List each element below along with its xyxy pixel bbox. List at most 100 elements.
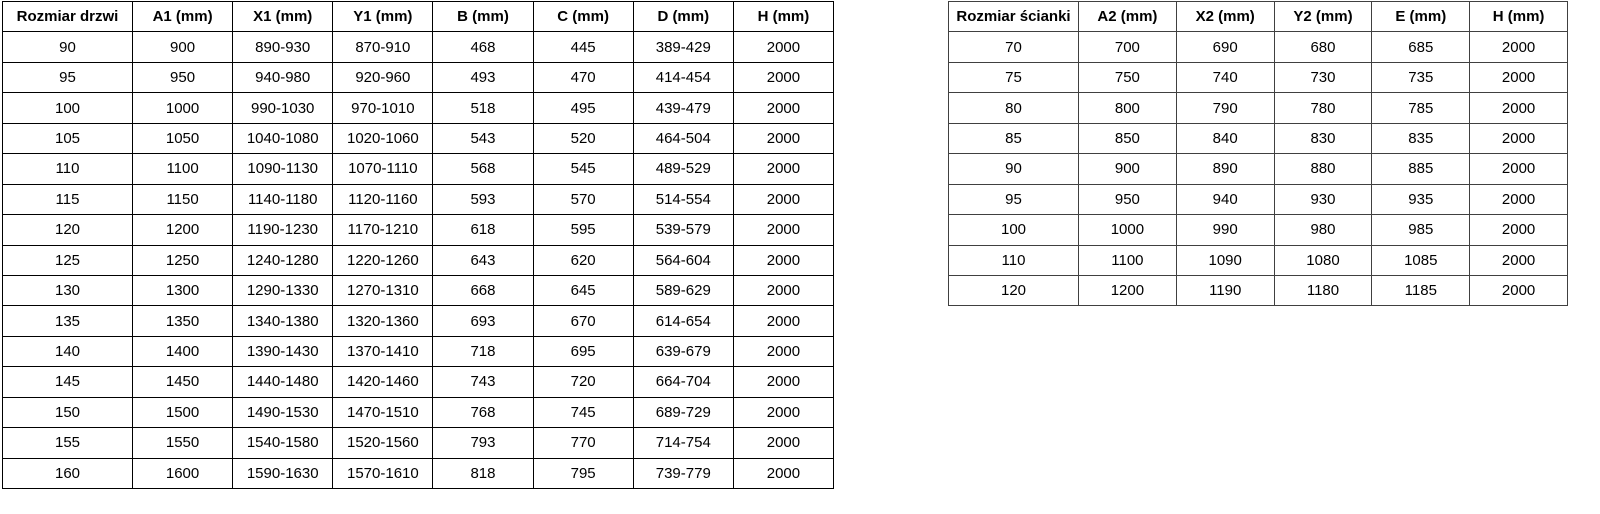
table-cell: 790 [1175, 92, 1275, 124]
table-cell: 850 [1078, 122, 1177, 155]
table-row: 110 1100 1090-1130 1070-1110 568 545 489-529 20… [2, 153, 835, 185]
table-cell: 1040-1080 [232, 122, 334, 155]
table-cell: 1420-1460 [332, 366, 434, 398]
table-cell: 950 [1078, 183, 1177, 216]
table-cell: 693 [432, 305, 534, 337]
table-cell: 100 [948, 214, 1079, 246]
table-cell: 900 [1078, 153, 1177, 185]
table-cell: 570 [532, 183, 634, 216]
table-cell: 885 [1371, 153, 1471, 185]
table-cell: 135 [2, 305, 133, 337]
table-cell: 1550 [131, 427, 234, 459]
table-cell: 155 [2, 427, 133, 459]
table-cell: 720 [532, 366, 634, 398]
table-cell: 1140-1180 [232, 183, 334, 216]
table-cell: 700 [1078, 31, 1177, 63]
table-cell: 830 [1273, 122, 1373, 155]
table-cell: 1020-1060 [332, 122, 434, 155]
table-row: 100 1000 990 980 985 2000 [948, 214, 1568, 246]
table-cell: 1300 [131, 274, 234, 307]
table-cell: 593 [432, 183, 534, 216]
table-row: 135 1350 1340-1380 1320-1360 693 670 614-654 20… [2, 305, 835, 337]
table-cell: 1340-1380 [232, 305, 334, 337]
table-cell: 1540-1580 [232, 427, 334, 459]
table-cell: 140 [2, 335, 133, 368]
table-cell: 2000 [1469, 244, 1568, 276]
table-cell: 935 [1371, 183, 1471, 216]
table-cell: 670 [532, 305, 634, 337]
table-row: 140 1400 1390-1430 1370-1410 718 695 639-679 20… [2, 335, 835, 368]
table-cell: 545 [532, 153, 634, 185]
table-cell: 743 [432, 366, 534, 398]
table-cell: 489-529 [632, 153, 734, 185]
table-cell: 70 [948, 31, 1079, 63]
table-cell: 514-554 [632, 183, 734, 216]
table-cell: 970-1010 [332, 92, 434, 124]
table-cell: 950 [131, 61, 234, 94]
table-cell: 1400 [131, 335, 234, 368]
table-cell: 745 [532, 396, 634, 429]
table-cell: 2000 [732, 274, 835, 307]
table-cell: 1185 [1371, 274, 1471, 307]
wall-panel-dimensions-table: Rozmiar ścianki A2 (mm) X2 (mm) Y2 (mm) E (m… [948, 0, 1568, 307]
table-cell: 818 [432, 457, 534, 490]
column-header: X1 (mm) [232, 0, 334, 33]
table-cell: 1440-1480 [232, 366, 334, 398]
table-cell: 2000 [732, 396, 835, 429]
table-cell: 125 [2, 244, 133, 276]
table-cell: 100 [2, 92, 133, 124]
table-cell: 2000 [732, 61, 835, 94]
table-cell: 120 [948, 274, 1079, 307]
table-cell: 770 [532, 427, 634, 459]
table-cell: 1390-1430 [232, 335, 334, 368]
table-cell: 439-479 [632, 92, 734, 124]
table-row: 125 1250 1240-1280 1220-1260 643 620 564-604 20… [2, 244, 835, 276]
table-cell: 940 [1175, 183, 1275, 216]
table-cell: 470 [532, 61, 634, 94]
door-dimensions-table: Rozmiar drzwi A1 (mm) X1 (mm) Y1 (mm) B (mm)… [2, 0, 835, 490]
table-cell: 695 [532, 335, 634, 368]
table-cell: 768 [432, 396, 534, 429]
table-cell: 680 [1273, 31, 1373, 63]
table-cell: 595 [532, 214, 634, 246]
table-cell: 1100 [1078, 244, 1177, 276]
table-cell: 1350 [131, 305, 234, 337]
table-cell: 1180 [1273, 274, 1373, 307]
table-cell: 90 [2, 31, 133, 63]
table-cell: 689-729 [632, 396, 734, 429]
table-cell: 1240-1280 [232, 244, 334, 276]
table-cell: 1220-1260 [332, 244, 434, 276]
table-cell: 2000 [1469, 153, 1568, 185]
table-cell: 1080 [1273, 244, 1373, 276]
column-header: Rozmiar drzwi [2, 0, 133, 33]
table-cell: 95 [948, 183, 1079, 216]
table-row: 95 950 940 930 935 2000 [948, 183, 1568, 216]
table-cell: 739-779 [632, 457, 734, 490]
column-header: Rozmiar ścianki [948, 0, 1079, 33]
table-cell: 714-754 [632, 427, 734, 459]
table-cell: 2000 [732, 244, 835, 276]
table-cell: 95 [2, 61, 133, 94]
table-cell: 785 [1371, 92, 1471, 124]
table-row: 90 900 890 880 885 2000 [948, 153, 1568, 185]
table-cell: 539-579 [632, 214, 734, 246]
table-cell: 1270-1310 [332, 274, 434, 307]
table-cell: 750 [1078, 61, 1177, 94]
table-cell: 1250 [131, 244, 234, 276]
table-cell: 2000 [732, 183, 835, 216]
table-row: 80 800 790 780 785 2000 [948, 92, 1568, 124]
table-cell: 780 [1273, 92, 1373, 124]
table-cell: 1320-1360 [332, 305, 434, 337]
column-header: C (mm) [532, 0, 634, 33]
table-cell: 639-679 [632, 335, 734, 368]
table-cell: 2000 [732, 122, 835, 155]
table-cell: 890-930 [232, 31, 334, 63]
table-cell: 90 [948, 153, 1079, 185]
table-cell: 690 [1175, 31, 1275, 63]
table-cell: 2000 [1469, 122, 1568, 155]
table-cell: 1170-1210 [332, 214, 434, 246]
table-cell: 1470-1510 [332, 396, 434, 429]
table-cell: 1370-1410 [332, 335, 434, 368]
table-row: 105 1050 1040-1080 1020-1060 543 520 464-504 20… [2, 122, 835, 155]
